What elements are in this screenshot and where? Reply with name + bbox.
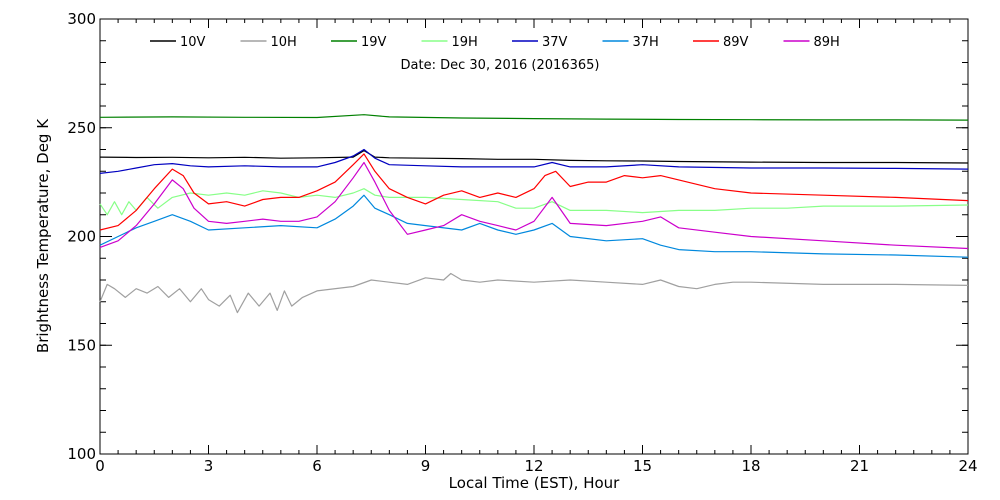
legend-label-37v: 37V <box>542 35 568 50</box>
y-tick-label: 200 <box>67 228 96 246</box>
series-line-10h <box>99 272 969 314</box>
x-tick-labels: 0 3 6 9 12 15 18 21 24 <box>95 457 977 475</box>
x-tick-label: 3 <box>204 457 214 475</box>
x-tick-label: 24 <box>958 457 977 475</box>
x-tick-label: 15 <box>633 457 652 475</box>
series-line-37h <box>99 194 969 258</box>
x-tick-label: 6 <box>312 457 322 475</box>
x-axis-title: Local Time (EST), Hour <box>449 474 620 492</box>
series-line-37v <box>99 148 969 174</box>
y-tick-label: 300 <box>67 10 96 28</box>
legend-label-19v: 19V <box>361 35 387 50</box>
legend-label-89v: 89V <box>723 35 749 50</box>
series-line-89h <box>99 161 969 250</box>
legend-label-37h: 37H <box>633 35 659 50</box>
series-line-19h <box>99 188 969 216</box>
series-line-19v <box>99 114 969 121</box>
y-axis-title: Brightness Temperature, Deg K <box>34 118 52 353</box>
x-tick-label: 9 <box>421 457 431 475</box>
series-line-10v <box>99 150 969 164</box>
y-tick-label: 100 <box>67 445 96 463</box>
legend-label-10h: 10H <box>271 35 297 50</box>
y-tick-label: 250 <box>67 119 96 137</box>
major-ticks <box>99 18 969 455</box>
series-lines <box>99 114 969 314</box>
date-annotation: Date: Dec 30, 2016 (2016365) <box>401 58 600 73</box>
legend: 10V 10H 19V 19H 37V 37H 89V 89H <box>150 35 840 50</box>
y-tick-labels: 100 150 200 250 300 <box>67 10 96 463</box>
legend-label-89h: 89H <box>814 35 840 50</box>
y-tick-label: 150 <box>67 336 96 354</box>
x-tick-label: 0 <box>95 457 105 475</box>
legend-label-10v: 10V <box>180 35 206 50</box>
plot-frame <box>99 18 969 455</box>
x-tick-label: 21 <box>850 457 869 475</box>
legend-label-19h: 19H <box>452 35 478 50</box>
x-tick-label: 18 <box>741 457 760 475</box>
x-tick-label: 12 <box>524 457 543 475</box>
minor-ticks <box>99 18 969 455</box>
series-line-89v <box>99 153 969 231</box>
